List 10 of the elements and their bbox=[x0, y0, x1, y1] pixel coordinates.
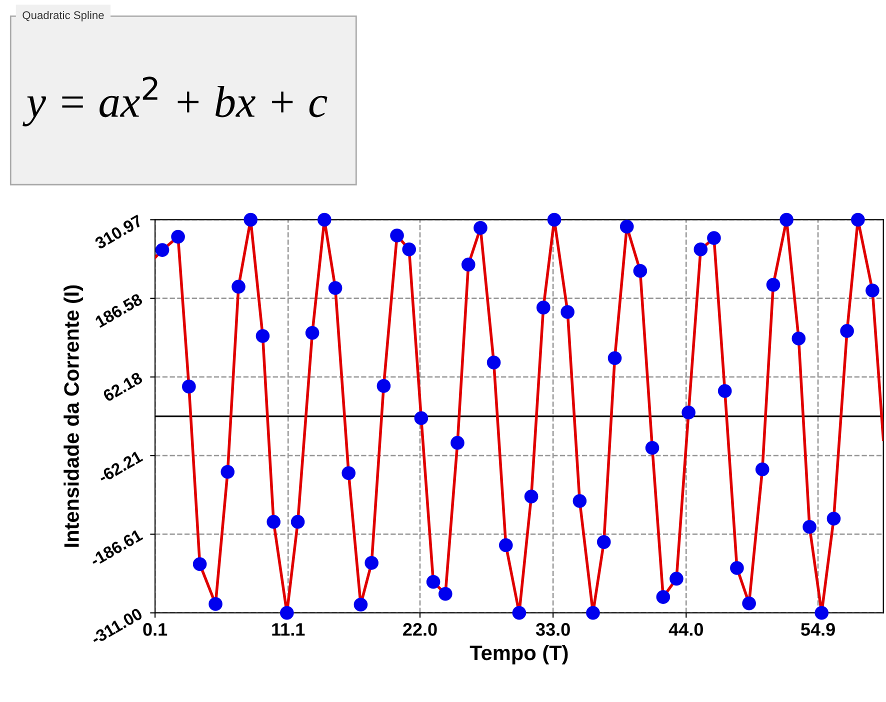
text: y = ax$^{2}$ + bx + c bbox=[22, 76, 328, 126]
y-axis-title: Intensidade da Corrente (I) bbox=[64, 285, 84, 547]
x-tick-label: 44.0 bbox=[668, 623, 703, 636]
x-tick-label: 33.0 bbox=[536, 623, 570, 636]
x-tick-label: 54.9 bbox=[801, 623, 835, 636]
x-axis-title: Tempo (T) bbox=[470, 644, 568, 664]
x-tick-label: 11.1 bbox=[272, 623, 305, 636]
text: Quadratic Spline bbox=[22, 10, 104, 22]
x-tick-label: 0.1 bbox=[143, 623, 168, 636]
x-tick-label: 22.0 bbox=[403, 623, 437, 636]
